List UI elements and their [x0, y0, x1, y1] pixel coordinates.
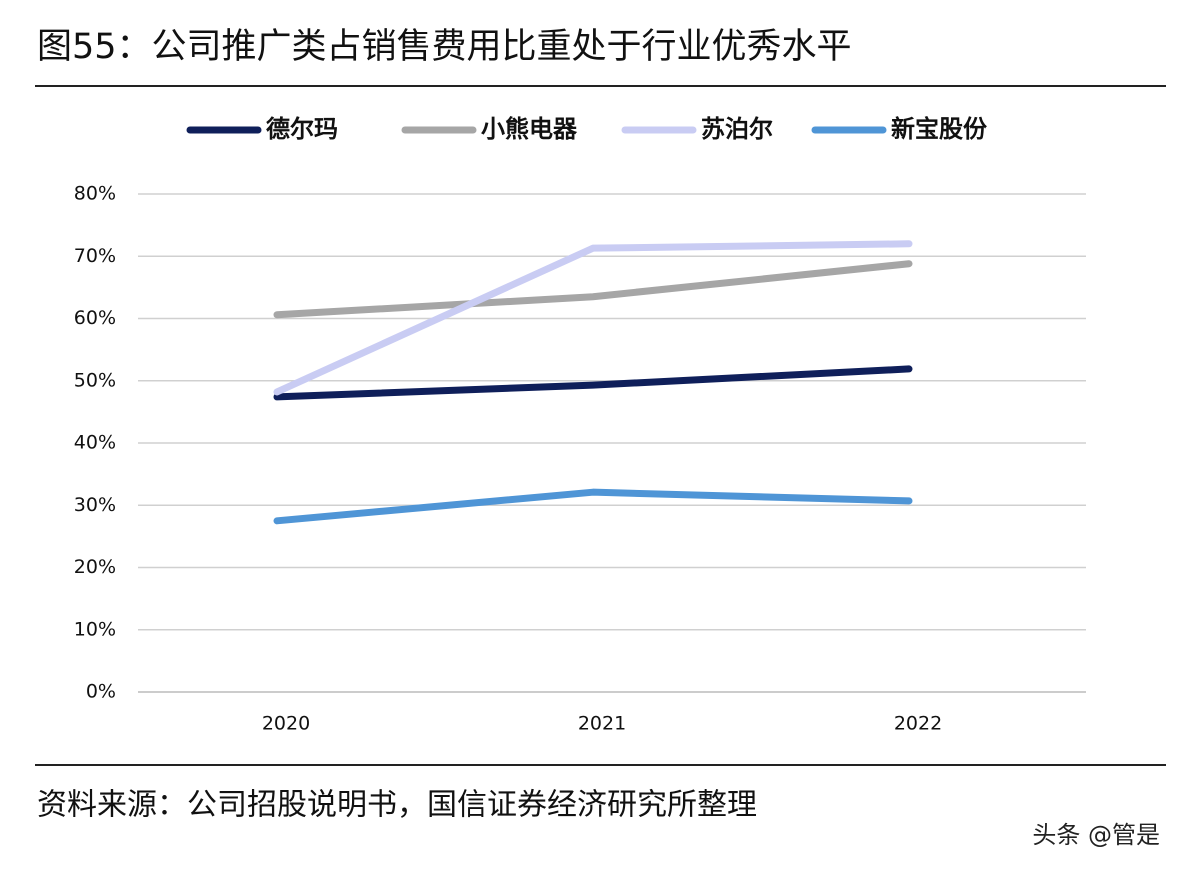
series-line [273, 488, 913, 525]
series-line [273, 240, 913, 396]
legend-label: 新宝股份 [891, 115, 988, 143]
source-note: 资料来源：公司招股说明书，国信证券经济研究所整理 [37, 788, 757, 823]
y-tick-label: 80% [74, 183, 116, 205]
legend-label: 小熊电器 [481, 115, 578, 143]
y-tick-label: 10% [74, 618, 116, 640]
y-tick-label: 60% [74, 307, 116, 329]
y-tick-label: 0% [86, 681, 116, 703]
x-tick-label: 2021 [578, 713, 626, 735]
y-tick-label: 30% [74, 494, 116, 516]
x-tick-label: 2020 [262, 713, 310, 735]
y-tick-label: 40% [74, 432, 116, 454]
series-line [273, 365, 913, 401]
x-tick-label: 2022 [894, 713, 942, 735]
chart-title: 图55：公司推广类占销售费用比重处于行业优秀水平 [37, 27, 852, 67]
legend-label: 德尔玛 [266, 115, 338, 143]
series-line [273, 260, 913, 319]
y-tick-label: 50% [74, 369, 116, 391]
legend-label: 苏泊尔 [701, 115, 773, 143]
y-tick-label: 20% [74, 556, 116, 578]
y-tick-label: 70% [74, 245, 116, 267]
watermark: 头条 @管是 [1032, 821, 1160, 849]
